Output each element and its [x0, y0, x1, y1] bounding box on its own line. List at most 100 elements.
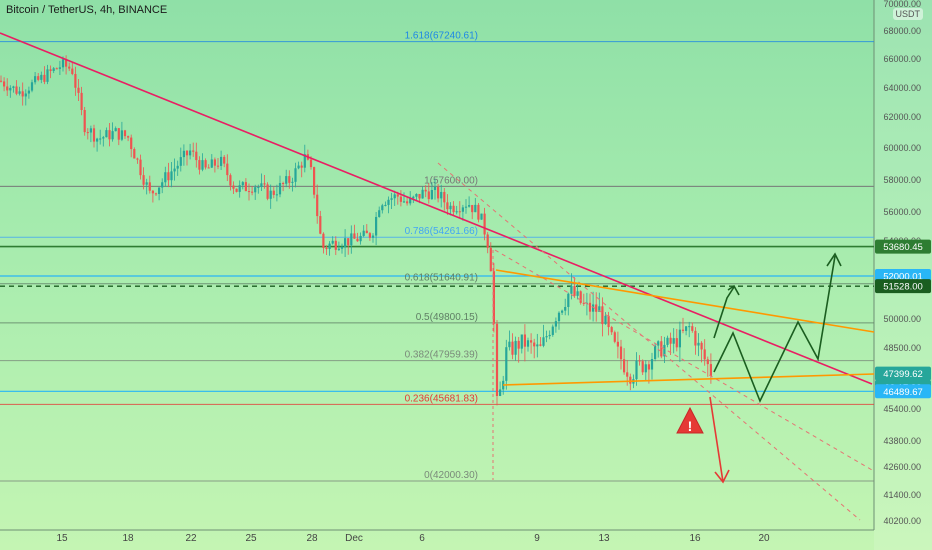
y-tick-label: 41400.00 [883, 490, 921, 500]
candle-body [390, 198, 393, 200]
candle-body [421, 189, 424, 199]
candle-body [626, 372, 629, 377]
candle-body [179, 157, 182, 166]
price-label: 51528.00 [883, 282, 923, 293]
candle-body [557, 312, 561, 322]
y-tick-label: 58000.00 [883, 175, 921, 185]
candle-body [148, 182, 151, 191]
candle-body [288, 176, 291, 183]
price-label-box [875, 366, 931, 381]
candle-body [368, 233, 371, 238]
x-tick-label: 25 [245, 533, 257, 544]
candle-body [216, 165, 220, 167]
candle-body [415, 193, 418, 197]
candle-body [526, 340, 530, 347]
x-tick-label: 28 [306, 533, 318, 544]
candle-body [579, 291, 582, 303]
candle-body [213, 159, 216, 166]
y-tick-label: 42600.00 [883, 462, 921, 472]
candle-body [706, 359, 709, 365]
candle-body [238, 185, 241, 192]
candle-body [99, 138, 102, 140]
candle-body [567, 293, 570, 307]
candle-body [201, 160, 204, 170]
candle-body [145, 182, 148, 185]
candle-body [102, 137, 105, 139]
candle-body [241, 182, 244, 186]
candle-body [666, 337, 669, 345]
candle-body [340, 247, 344, 249]
candle-body [511, 341, 514, 355]
candle-body [316, 194, 319, 217]
x-tick-label: 16 [689, 533, 701, 544]
candle-body [176, 165, 179, 169]
candle-body [604, 315, 607, 325]
candle-body [80, 92, 83, 111]
candle-body [96, 138, 99, 142]
candle-body [142, 175, 145, 185]
candle-body [232, 185, 235, 189]
candle-body [353, 233, 356, 239]
fib-level-label: 0(42000.30) [424, 470, 478, 481]
candle-body [3, 81, 6, 87]
candle-body [151, 190, 154, 194]
candle-body [309, 159, 313, 168]
candle-body [356, 238, 359, 242]
projection-arrowhead [727, 284, 740, 296]
candle-body [344, 238, 347, 248]
candle-body [164, 172, 167, 183]
candle-body [458, 211, 461, 213]
candle-body [424, 189, 427, 192]
candle-body [226, 163, 229, 176]
candle-body [542, 337, 545, 346]
x-tick-label: 22 [185, 533, 197, 544]
candle-body [399, 196, 402, 202]
candle-body [244, 182, 247, 192]
y-tick-label: 40200.00 [883, 516, 921, 526]
candle-body [601, 306, 604, 325]
projection-path-alt [713, 286, 735, 339]
triangle-upper-line [495, 269, 875, 333]
candle-body [37, 76, 40, 80]
candle-body [635, 360, 638, 380]
candle-body [669, 337, 672, 344]
candle-body [6, 86, 9, 91]
y-tick-label: 43800.00 [883, 436, 921, 446]
candle-body [167, 172, 170, 181]
candle-body [15, 86, 18, 94]
candle-body [89, 128, 92, 133]
bearish-arrowhead [714, 469, 730, 484]
candle-body [598, 306, 601, 312]
price-label-box [875, 384, 931, 399]
candle-body [517, 340, 520, 349]
x-tick-label: 18 [122, 533, 134, 544]
candle-body [120, 130, 123, 140]
candle-body [576, 291, 579, 296]
candle-body [582, 302, 585, 304]
candle-body [285, 176, 288, 184]
price-label-box [875, 239, 931, 254]
candle-body [123, 130, 127, 137]
candle-body [613, 332, 616, 342]
candle-body [514, 340, 517, 355]
candle-body [440, 191, 443, 199]
candle-body [154, 193, 158, 195]
candle-body [86, 132, 89, 134]
price-label: 46489.67 [883, 387, 923, 398]
candle-body [65, 59, 68, 67]
candle-body [92, 128, 96, 142]
y-tick-label: 60000.00 [883, 143, 921, 153]
y-tick-label: 64000.00 [883, 83, 921, 93]
candle-body [235, 188, 238, 192]
candle-body [452, 205, 455, 213]
candle-body [474, 204, 477, 213]
candle-body [384, 204, 387, 206]
fib-level-label: 0.618(51640.91) [405, 273, 478, 284]
candle-body [260, 183, 263, 188]
candle-body [300, 165, 303, 168]
candle-body [170, 171, 173, 181]
y-tick-label: 68000.00 [883, 26, 921, 36]
candle-body [688, 326, 691, 328]
